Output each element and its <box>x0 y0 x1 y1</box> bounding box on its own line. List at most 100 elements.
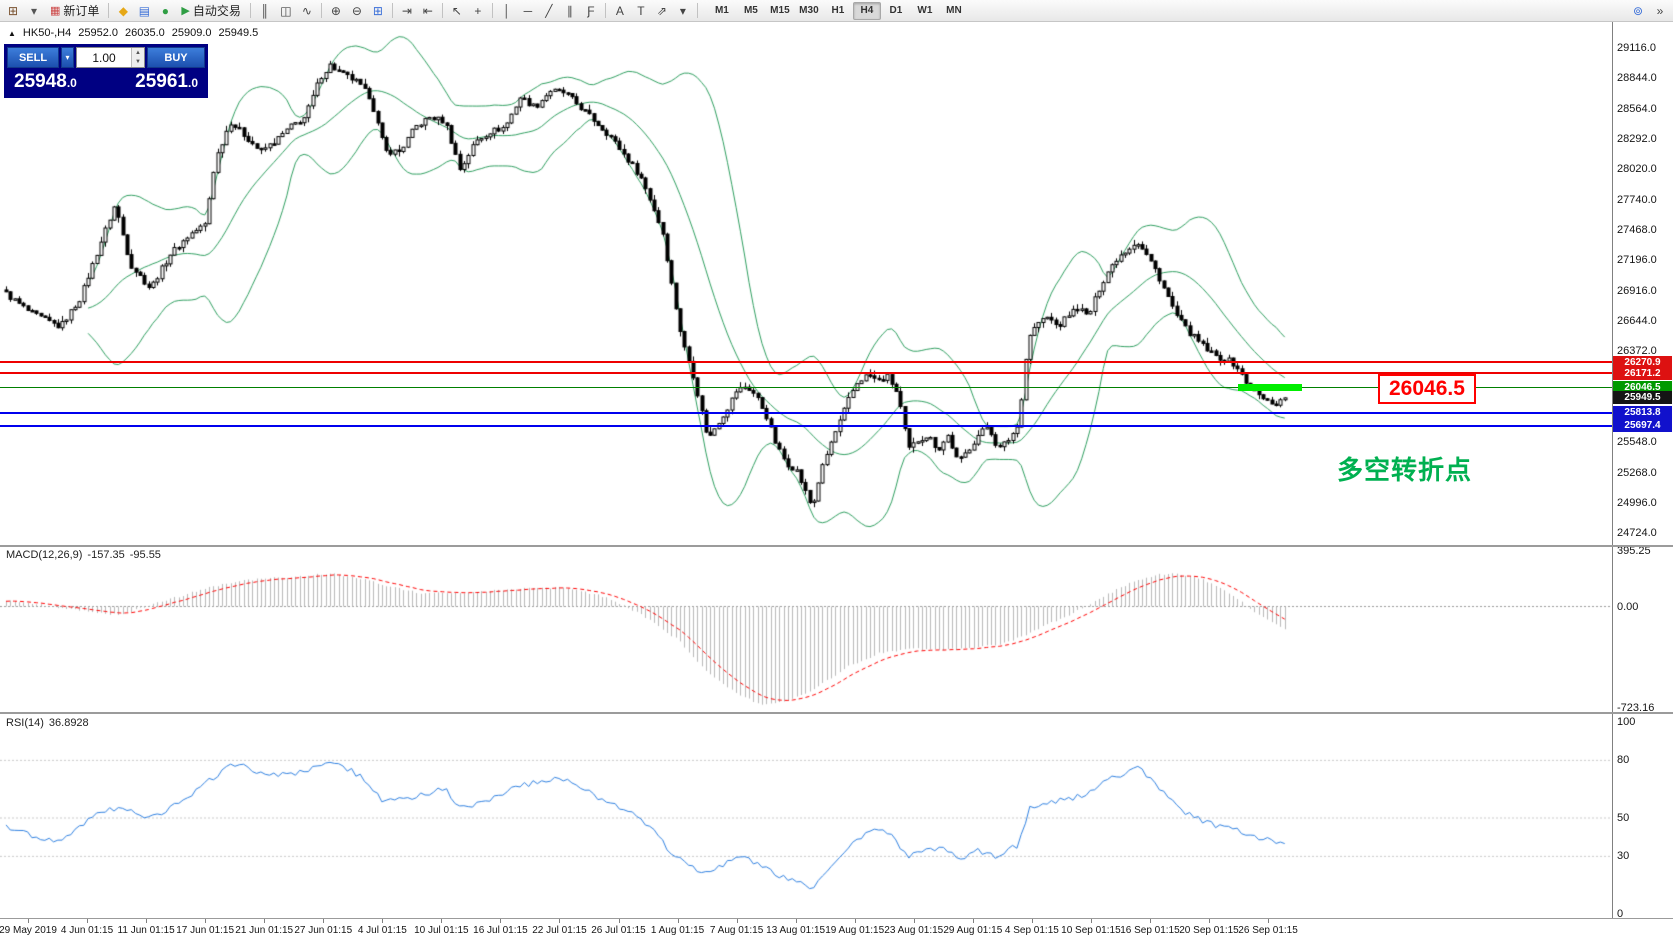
toolbar-separator <box>604 3 606 18</box>
strategy-navigator-icon[interactable]: ● <box>161 3 170 18</box>
price-tick: 25268.0 <box>1617 467 1657 480</box>
trendline-icon[interactable]: ╱ <box>545 3 553 18</box>
timeframe-m1[interactable]: M1 <box>714 5 729 16</box>
price-tick: 27196.0 <box>1617 254 1657 267</box>
vertical-line-icon[interactable]: │ <box>503 3 511 18</box>
rsi-tick: 0 <box>1617 908 1624 920</box>
volume-down-button[interactable]: ▼ <box>132 57 144 67</box>
timeframe-h4[interactable]: H4 <box>852 1 881 20</box>
volume-spinner: ▲ ▼ <box>131 48 144 67</box>
horizontal-line-icon[interactable]: ─ <box>523 3 533 18</box>
toolbar-overflow-icon[interactable]: » <box>1656 3 1664 18</box>
buy-button[interactable]: BUY <box>147 47 205 68</box>
tile-windows-icon[interactable]: ⊞ <box>372 3 383 18</box>
time-label: 17 Jun 01:15 <box>176 925 235 936</box>
highlight-segment[interactable] <box>1238 383 1302 391</box>
time-label: 22 Jul 01:15 <box>532 925 587 936</box>
price-tick: 26644.0 <box>1617 315 1657 328</box>
time-label: 21 Jun 01:15 <box>235 925 294 936</box>
text-label-icon[interactable]: T <box>637 3 645 18</box>
chart-shift-icon[interactable]: ⇤ <box>422 3 433 18</box>
rsi-tick: 80 <box>1617 754 1630 767</box>
time-label: 13 Aug 01:15 <box>766 925 826 936</box>
time-label: 26 Sep 01:15 <box>1238 925 1298 936</box>
crosshair-icon[interactable]: + <box>474 3 482 18</box>
timeframe-mn[interactable]: MN <box>946 5 962 16</box>
price-tick: 26372.0 <box>1617 345 1657 358</box>
pane-separator-macd-rsi[interactable] <box>0 712 1673 714</box>
chart-list-dropdown-icon[interactable]: ▾ <box>30 3 38 18</box>
time-tick <box>618 918 620 923</box>
time-label: 10 Sep 01:15 <box>1061 925 1121 936</box>
rsi-name: RSI(14) <box>6 717 44 729</box>
auto-trading-button[interactable]: ▶ 自动交易 <box>176 2 245 20</box>
pane-separator-main-macd[interactable] <box>0 545 1673 547</box>
macd-name: MACD(12,26,9) <box>6 549 83 561</box>
equidistant-channel-icon[interactable]: ∥ <box>566 3 573 18</box>
arrows-tool-icon[interactable]: ⇗ <box>656 3 667 18</box>
cursor-icon[interactable]: ↖ <box>451 3 462 18</box>
auto-scroll-icon[interactable]: ⇥ <box>401 3 412 18</box>
time-tick <box>146 918 148 923</box>
macd-tick: 0.00 <box>1617 600 1639 613</box>
data-window-icon[interactable]: ▤ <box>138 3 151 18</box>
price-level-line[interactable] <box>0 372 1612 375</box>
price-level-callout[interactable]: 26046.5 <box>1378 374 1476 404</box>
price-tick: 25548.0 <box>1617 436 1657 449</box>
macd-value: -157.35 <box>87 549 125 561</box>
bar-chart-icon[interactable]: ║ <box>260 3 270 18</box>
rsi-tick: 50 <box>1617 812 1630 824</box>
fibonacci-icon[interactable]: Ƒ <box>587 3 595 18</box>
time-tick <box>559 918 561 923</box>
toolbar-separator <box>249 3 251 18</box>
symbol-timeframe: HK50-,H4 <box>22 27 72 39</box>
price-axis-line <box>1612 21 1613 918</box>
new-chart-icon[interactable]: ⊞ <box>7 3 19 18</box>
time-tick <box>87 918 89 923</box>
volume-up-button[interactable]: ▲ <box>132 48 144 58</box>
zoom-out-icon[interactable]: ⊖ <box>351 3 362 18</box>
timeframe-m30[interactable]: M30 <box>799 5 819 16</box>
sell-button[interactable]: SELL <box>7 47 59 68</box>
price-level-line[interactable] <box>0 361 1612 364</box>
price-tick: 28020.0 <box>1617 163 1657 176</box>
price-level-line[interactable] <box>0 424 1612 427</box>
timeframe-w1[interactable]: W1 <box>917 5 933 16</box>
time-tick <box>677 918 679 923</box>
metaquotes-market-icon[interactable]: ◆ <box>118 3 129 18</box>
toolbar-separator <box>696 3 698 18</box>
time-tick <box>323 918 325 923</box>
time-label: 4 Sep 01:15 <box>1004 925 1059 936</box>
text-icon[interactable]: A <box>615 3 624 18</box>
auto-trading-icon: ▶ <box>181 5 190 17</box>
chart-ohlc-header: ▲ HK50-,H4 25952.0 26035.0 25909.0 25949… <box>8 27 258 39</box>
objects-dropdown-icon[interactable]: ▾ <box>679 3 686 18</box>
time-tick <box>795 918 797 923</box>
time-tick <box>441 918 443 923</box>
price-level-line[interactable] <box>0 386 1612 388</box>
rsi-label: RSI(14) 36.8928 <box>6 717 89 729</box>
volume-input[interactable]: 1.00 <box>92 50 116 65</box>
search-icon[interactable]: ⊚ <box>1632 3 1644 18</box>
timeframe-h1[interactable]: H1 <box>831 5 845 16</box>
zoom-in-icon[interactable]: ⊕ <box>330 3 341 18</box>
timeframe-d1[interactable]: D1 <box>889 5 903 16</box>
macd-tick: -723.16 <box>1617 702 1655 715</box>
time-tick <box>736 918 738 923</box>
rsi-tick: 100 <box>1617 716 1636 728</box>
line-chart-icon[interactable]: ∿ <box>301 3 312 18</box>
ohlc-close: 25949.5 <box>218 27 259 39</box>
new-order-button[interactable]: ▦ 新订单 <box>45 2 104 20</box>
price-tick: 27468.0 <box>1617 224 1657 237</box>
timeframe-m15[interactable]: M15 <box>770 5 790 16</box>
price-tag: 26171.2 <box>1613 366 1672 380</box>
candlestick-chart-icon[interactable]: ◫ <box>280 3 292 18</box>
timeframe-m5[interactable]: M5 <box>743 5 758 16</box>
price-level-line[interactable] <box>0 411 1612 414</box>
sell-dropdown-icon[interactable]: ▾ <box>61 47 74 68</box>
time-label: 19 Aug 01:15 <box>825 925 885 936</box>
sell-price: 25948.0 <box>14 71 77 92</box>
time-tick <box>1031 918 1033 923</box>
trend-reversal-note[interactable]: 多空转折点 <box>1337 455 1473 485</box>
